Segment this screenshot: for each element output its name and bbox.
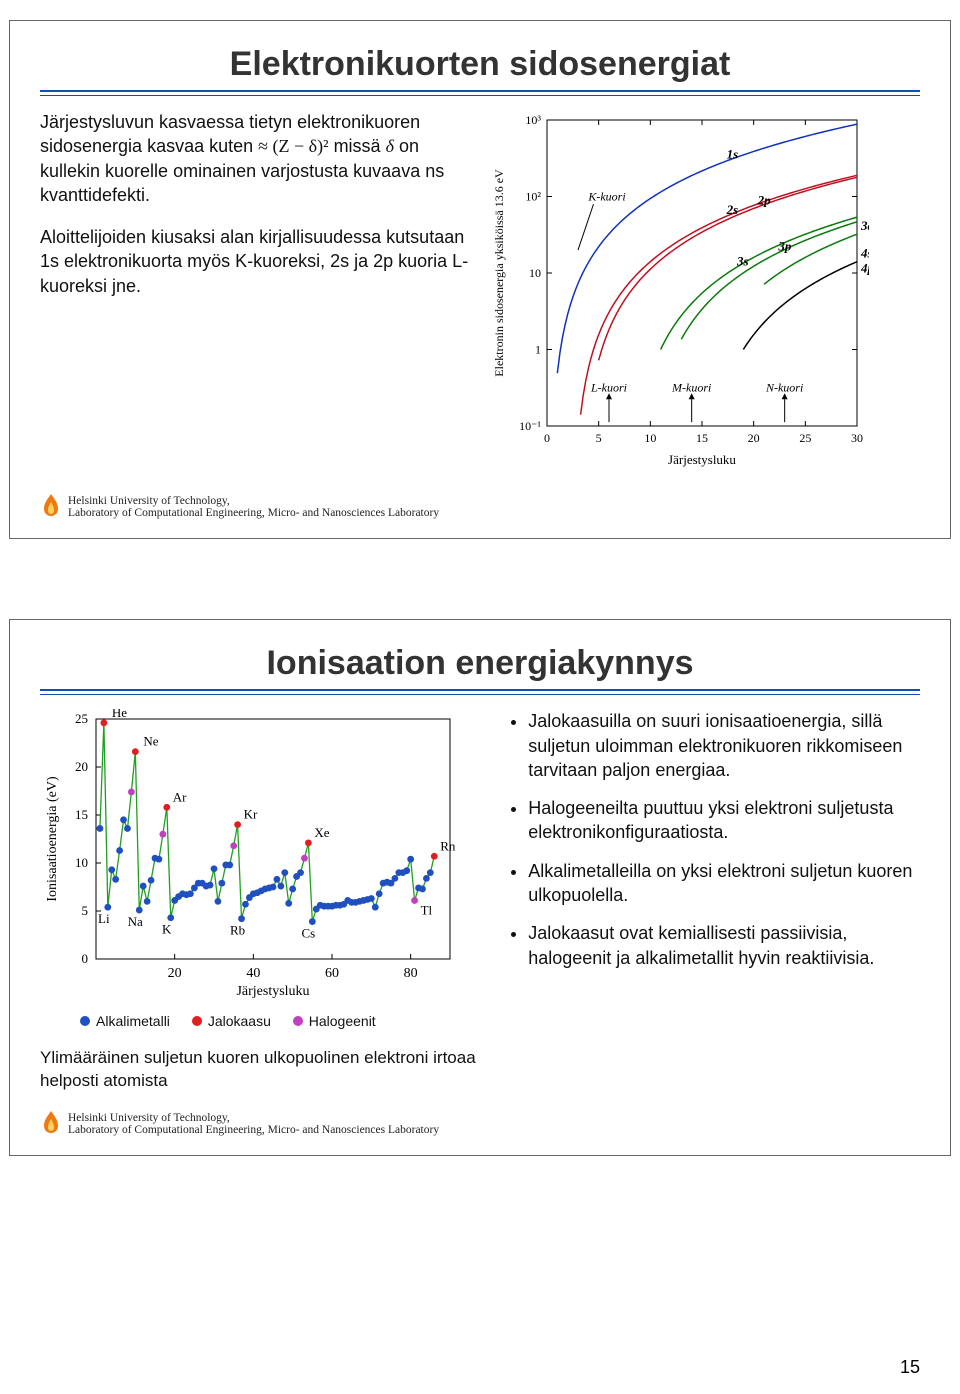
svg-text:Na: Na xyxy=(128,914,143,929)
svg-text:L-kuori: L-kuori xyxy=(590,381,627,395)
svg-text:10⁻¹: 10⁻¹ xyxy=(519,419,541,433)
svg-text:0: 0 xyxy=(82,951,89,966)
svg-text:10: 10 xyxy=(529,266,541,280)
svg-text:20: 20 xyxy=(748,431,760,445)
svg-text:M-kuori: M-kuori xyxy=(671,381,711,395)
page-number: 15 xyxy=(900,1357,920,1378)
svg-text:10: 10 xyxy=(75,855,88,870)
svg-text:Elektronin sidosenergia yksikö: Elektronin sidosenergia yksiköissä 13.6 … xyxy=(492,169,506,377)
svg-text:Ne: Ne xyxy=(143,734,158,749)
legend-halogen-label: Halogeenit xyxy=(309,1012,376,1031)
svg-text:20: 20 xyxy=(75,759,88,774)
svg-text:Cs: Cs xyxy=(301,926,315,941)
svg-text:0: 0 xyxy=(544,431,550,445)
slide2-footer: Helsinki University of Technology, Labor… xyxy=(40,1111,920,1137)
slide2-left: 0 5 10 15 20 25 20 40 60 80 Järjestysluku Ionisaati… xyxy=(40,709,488,1093)
svg-text:Ionisaatioenergia (eV): Ionisaatioenergia (eV) xyxy=(45,776,60,902)
svg-text:He: He xyxy=(112,709,127,720)
legend-alkali: Alkalimetalli xyxy=(80,1012,170,1031)
slide1-columns: Järjestysluvun kasvaessa tietyn elektron… xyxy=(40,110,920,476)
slide2-columns: 0 5 10 15 20 25 20 40 60 80 Järjestysluku Ionisaati… xyxy=(40,709,920,1093)
title-rule-2 xyxy=(40,689,920,695)
footer-line2: Laboratory of Computational Engineering,… xyxy=(68,507,439,519)
title-rule xyxy=(40,90,920,96)
svg-text:1: 1 xyxy=(535,343,541,357)
slide-1: Elektronikuorten sidosenergiat Järjestys… xyxy=(9,20,951,539)
slide2-right: Jalokaasuilla on suuri ionisaatioenergia… xyxy=(506,709,920,1093)
svg-text:K: K xyxy=(162,922,172,937)
svg-text:60: 60 xyxy=(325,966,339,981)
footer-line1: Helsinki University of Technology, xyxy=(68,1112,439,1124)
bullet-item: Alkalimetalleilla on yksi elektroni sulj… xyxy=(528,859,920,908)
svg-text:20: 20 xyxy=(168,966,182,981)
slide1-chart-col: 10⁻¹ 1 10 10² 10³ 0 5 10 15 20 25 30 Järjestysluku El… xyxy=(489,110,920,476)
para1: Järjestysluvun kasvaessa tietyn elektron… xyxy=(40,110,471,207)
svg-text:Järjestysluku: Järjestysluku xyxy=(236,984,309,999)
footer-line1: Helsinki University of Technology, xyxy=(68,495,439,507)
para1-b: missä xyxy=(334,136,386,156)
flame-icon xyxy=(40,494,62,520)
svg-text:Li: Li xyxy=(98,911,110,926)
svg-text:2s: 2s xyxy=(726,202,739,217)
binding-energy-chart: 10⁻¹ 1 10 10² 10³ 0 5 10 15 20 25 30 Järjestysluku El… xyxy=(489,110,869,470)
svg-text:Rb: Rb xyxy=(230,923,245,938)
svg-text:10²: 10² xyxy=(525,190,541,204)
flame-icon xyxy=(40,1111,62,1137)
svg-text:Tl: Tl xyxy=(421,903,433,918)
svg-text:25: 25 xyxy=(799,431,811,445)
legend-noble-label: Jalokaasu xyxy=(208,1012,271,1031)
svg-text:4s: 4s xyxy=(860,246,869,261)
svg-text:25: 25 xyxy=(75,711,88,726)
para1-formula: ≈ (Z − δ)² xyxy=(258,136,328,156)
svg-text:5: 5 xyxy=(82,903,89,918)
para1-delta: δ xyxy=(386,136,394,156)
bullets-list: Jalokaasuilla on suuri ionisaatioenergia… xyxy=(506,709,920,970)
bullet-item: Halogeeneilta puuttuu yksi elektroni sul… xyxy=(528,796,920,845)
slide1-text: Järjestysluvun kasvaessa tietyn elektron… xyxy=(40,110,471,476)
slide-2: Ionisaation energiakynnys 0 5 10 15 20 25 20 40… xyxy=(9,619,951,1156)
legend-halogen: Halogeenit xyxy=(293,1012,376,1031)
bullet-item: Jalokaasut ovat kemiallisesti passiivisi… xyxy=(528,921,920,970)
ionisation-chart: 0 5 10 15 20 25 20 40 60 80 Järjestysluku Ionisaati… xyxy=(40,709,460,999)
svg-text:3s: 3s xyxy=(736,253,749,268)
svg-text:K-kuori: K-kuori xyxy=(587,189,625,203)
chart2-legend: Alkalimetalli Jalokaasu Halogeenit xyxy=(80,1012,488,1031)
legend-alkali-label: Alkalimetalli xyxy=(96,1012,170,1031)
para2: Aloittelijoiden kiusaksi alan kirjallisu… xyxy=(40,225,471,298)
slide1-title: Elektronikuorten sidosenergiat xyxy=(40,45,920,84)
svg-text:10³: 10³ xyxy=(525,113,541,127)
svg-text:Xe: Xe xyxy=(314,825,329,840)
footer-line2: Laboratory of Computational Engineering,… xyxy=(68,1124,439,1136)
svg-text:80: 80 xyxy=(404,966,418,981)
svg-text:3d: 3d xyxy=(860,218,869,233)
legend-noble: Jalokaasu xyxy=(192,1012,271,1031)
svg-text:1s: 1s xyxy=(727,146,739,161)
bullet-item: Jalokaasuilla on suuri ionisaatioenergia… xyxy=(528,709,920,782)
svg-text:Ar: Ar xyxy=(173,790,187,805)
svg-text:3p: 3p xyxy=(777,239,792,254)
svg-text:Kr: Kr xyxy=(244,807,258,822)
svg-text:Rn: Rn xyxy=(440,839,456,854)
svg-text:Järjestysluku: Järjestysluku xyxy=(668,452,736,467)
svg-text:4p: 4p xyxy=(860,261,869,276)
svg-text:15: 15 xyxy=(75,807,88,822)
svg-text:30: 30 xyxy=(851,431,863,445)
svg-text:15: 15 xyxy=(696,431,708,445)
svg-text:2p: 2p xyxy=(757,192,772,207)
slide2-title: Ionisaation energiakynnys xyxy=(40,644,920,683)
chart2-caption: Ylimääräinen suljetun kuoren ulkopuoline… xyxy=(40,1047,488,1093)
slide1-footer: Helsinki University of Technology, Labor… xyxy=(40,494,920,520)
svg-text:40: 40 xyxy=(246,966,260,981)
svg-text:10: 10 xyxy=(644,431,656,445)
svg-text:5: 5 xyxy=(596,431,602,445)
svg-text:N-kuori: N-kuori xyxy=(765,381,803,395)
